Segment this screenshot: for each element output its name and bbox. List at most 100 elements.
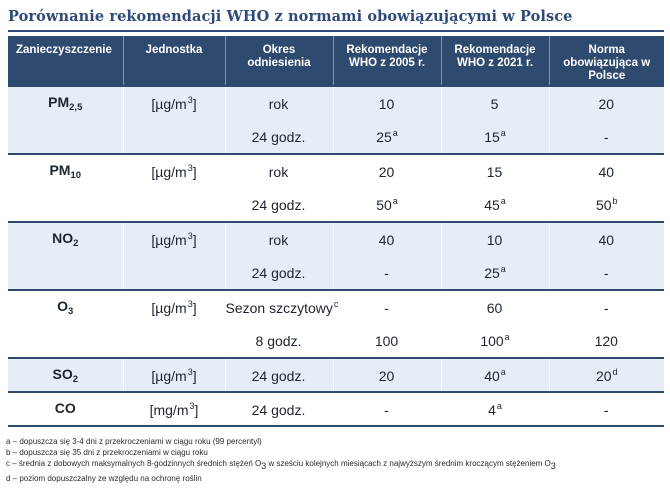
cell-who-2021-value: 5 bbox=[490, 96, 499, 112]
cell-who-2021-value: 40 bbox=[484, 367, 500, 384]
cell-poland-norm: - bbox=[548, 256, 664, 290]
cell-pollutant: CO bbox=[8, 391, 123, 427]
cell-poland-norm-superscript: d bbox=[612, 366, 618, 377]
cell-who-2005: 20 bbox=[332, 153, 441, 188]
unit-close: ] bbox=[192, 232, 197, 248]
cell-poland-norm: 20 bbox=[548, 85, 664, 120]
unit-close: ] bbox=[192, 164, 197, 180]
cell-who-2005-superscript: a bbox=[392, 196, 398, 206]
page-title: Porównanie rekomendacji WHO z normami ob… bbox=[8, 8, 573, 25]
cell-poland-norm-value: 20 bbox=[595, 367, 612, 384]
cell-who-2021-value: 60 bbox=[486, 300, 503, 316]
cell-who-2005: 20 bbox=[332, 357, 441, 392]
cell-poland-norm: - bbox=[548, 289, 664, 324]
cell-period-value: rok bbox=[268, 232, 289, 248]
cell-who-2021-superscript: a bbox=[500, 366, 506, 377]
cell-poland-norm: 40 bbox=[548, 221, 664, 256]
cell-who-2005-value: 50 bbox=[376, 197, 392, 213]
pollutant-name: NO bbox=[52, 230, 74, 246]
unit-superscript: 3 bbox=[187, 95, 193, 105]
cell-who-2005: 100 bbox=[332, 324, 441, 358]
table-body: PM2,5 [µg/m3] rok 10 5 20 24 godz. 25a 15a - PM10[… bbox=[8, 85, 664, 427]
cell-poland-norm-value: - bbox=[603, 265, 609, 281]
unit-superscript: 3 bbox=[187, 366, 193, 377]
cell-who-2021: 45a bbox=[440, 188, 549, 222]
cell-unit bbox=[122, 256, 225, 290]
cell-period-value: Sezon szczytowy bbox=[225, 300, 333, 316]
header-who-2005: Rekomendacje WHO z 2005 r. bbox=[332, 36, 441, 86]
cell-who-2021: 10 bbox=[440, 221, 549, 256]
cell-who-2021-value: 45 bbox=[484, 197, 500, 213]
header-who-2021: Rekomendacje WHO z 2021 r. bbox=[440, 36, 549, 86]
cell-poland-norm: 120 bbox=[548, 324, 664, 358]
cell-who-2005: - bbox=[332, 391, 441, 427]
cell-who-2005: - bbox=[332, 256, 441, 290]
cell-who-2021-superscript: a bbox=[496, 400, 502, 411]
cell-pollutant: PM2,5 bbox=[8, 85, 123, 120]
cell-who-2005: - bbox=[332, 289, 441, 324]
cell-poland-norm: 20d bbox=[548, 357, 664, 392]
header-pollutant: Zanieczyszczenie bbox=[8, 36, 123, 86]
cell-period: 24 godz. bbox=[224, 357, 333, 392]
cell-who-2005: 40 bbox=[332, 221, 441, 256]
cell-unit bbox=[122, 120, 225, 154]
pollutant-subscript: 2 bbox=[72, 373, 79, 385]
table-row: PM10 [µg/m3] rok 20 15 40 bbox=[8, 153, 664, 188]
cell-who-2021-superscript: a bbox=[500, 128, 506, 138]
cell-poland-norm: 40 bbox=[548, 153, 664, 188]
header-period: Okres odniesienia bbox=[224, 36, 333, 86]
cell-who-2005: 50a bbox=[332, 188, 441, 222]
cell-who-2005-value: - bbox=[384, 265, 389, 281]
unit-superscript: 3 bbox=[189, 400, 195, 411]
cell-poland-norm-value: - bbox=[603, 300, 609, 316]
footnote-c: c – średnia z dobowych maksymalnych 8-go… bbox=[6, 459, 556, 472]
table-row: CO [mg/m3] 24 godz. - 4a - bbox=[8, 391, 664, 427]
cell-who-2021-value: 10 bbox=[486, 232, 503, 248]
pollutant-name: PM bbox=[48, 94, 70, 110]
cell-period-value: 24 godz. bbox=[251, 197, 306, 213]
cell-poland-norm-superscript: b bbox=[612, 196, 618, 206]
table-row: 24 godz. - 25a - bbox=[8, 256, 664, 290]
cell-who-2021-superscript: a bbox=[504, 332, 510, 342]
cell-who-2021: 4a bbox=[440, 391, 549, 427]
unit-close: ] bbox=[192, 367, 197, 384]
cell-period: 8 godz. bbox=[224, 324, 333, 358]
cell-who-2005-value: 100 bbox=[374, 333, 399, 349]
cell-unit: [µg/m3] bbox=[122, 85, 225, 120]
cell-who-2021-value: 15 bbox=[486, 164, 503, 180]
cell-pollutant bbox=[8, 324, 123, 358]
cell-period-value: 24 godz. bbox=[251, 129, 306, 145]
cell-unit bbox=[122, 188, 225, 222]
cell-pollutant: PM10 bbox=[8, 153, 123, 188]
cell-period-value: 24 godz. bbox=[251, 367, 306, 384]
unit-text: [µg/m bbox=[151, 96, 187, 112]
table-row: 8 godz. 100 100a 120 bbox=[8, 324, 664, 358]
cell-poland-norm-value: 120 bbox=[594, 333, 618, 349]
cell-poland-norm-value: 20 bbox=[598, 96, 615, 112]
pollutant-name: PM bbox=[49, 162, 71, 178]
cell-period-value: 8 godz. bbox=[255, 333, 302, 349]
pollutant-subscript: 10 bbox=[70, 170, 82, 181]
cell-pollutant bbox=[8, 188, 123, 222]
cell-period: 24 godz. bbox=[224, 188, 333, 222]
cell-pollutant bbox=[8, 256, 123, 290]
cell-who-2005-value: 40 bbox=[378, 232, 395, 248]
cell-who-2005-value: 25 bbox=[376, 129, 392, 145]
cell-poland-norm-value: 40 bbox=[598, 164, 615, 180]
unit-superscript: 3 bbox=[187, 231, 193, 241]
unit-text: [µg/m bbox=[151, 300, 187, 316]
cell-poland-norm: - bbox=[548, 120, 664, 154]
pollutant-name: SO bbox=[52, 365, 73, 382]
cell-poland-norm-value: 50 bbox=[595, 197, 612, 213]
cell-who-2005-value: 10 bbox=[378, 96, 395, 112]
cell-pollutant: O3 bbox=[8, 289, 123, 324]
unit-close: ] bbox=[192, 300, 197, 316]
pollutant-name: CO bbox=[54, 399, 76, 416]
cell-who-2005-value: - bbox=[384, 401, 389, 418]
table-row: PM2,5 [µg/m3] rok 10 5 20 bbox=[8, 85, 664, 120]
cell-unit: [mg/m3] bbox=[122, 391, 225, 427]
unit-close: ] bbox=[192, 96, 197, 112]
cell-who-2021-value: 15 bbox=[484, 129, 500, 145]
cell-pollutant bbox=[8, 120, 123, 154]
table-row: SO2 [µg/m3] 24 godz. 20 40a 20d bbox=[8, 357, 664, 392]
